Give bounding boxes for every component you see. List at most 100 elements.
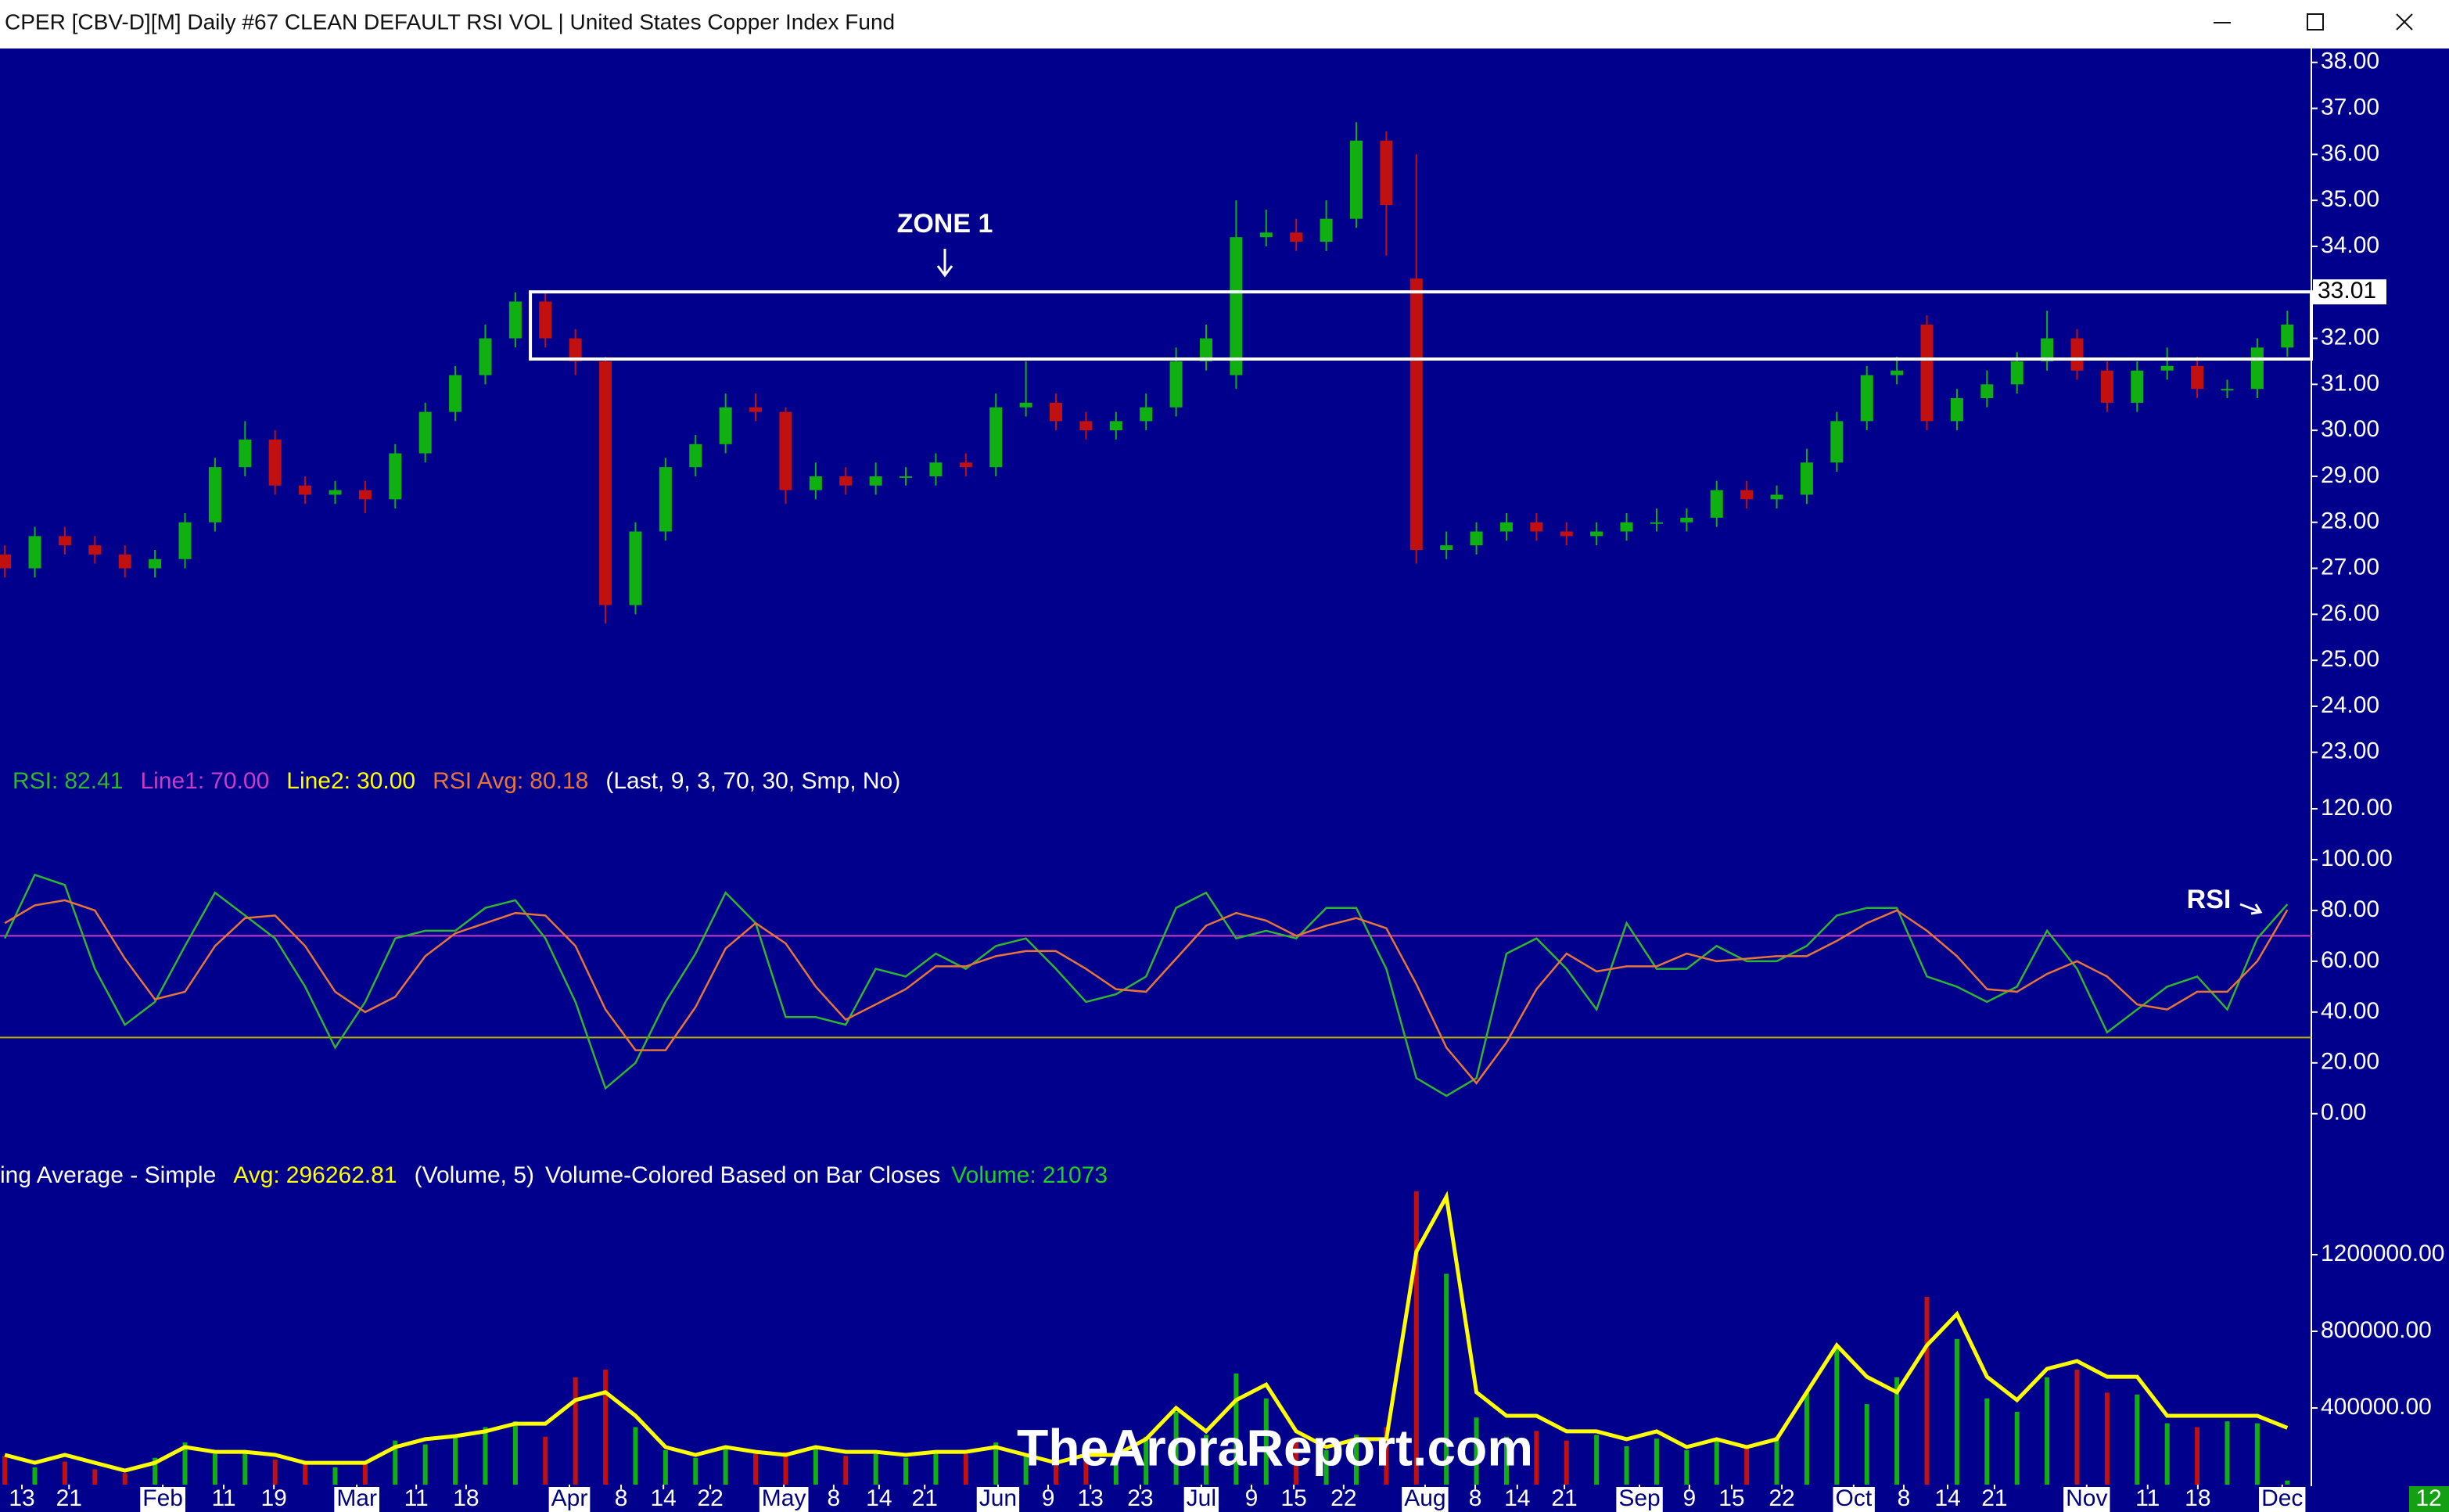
candle-body — [1440, 545, 1453, 551]
zone-level-box — [2313, 279, 2386, 305]
volume-bar — [1323, 1449, 1329, 1485]
x-month-label: Dec — [2261, 1485, 2303, 1511]
x-tick-label: 8 — [1898, 1485, 1911, 1511]
candle-body — [1891, 370, 1904, 375]
maximize-button[interactable] — [2307, 13, 2324, 31]
close-button[interactable] — [2396, 13, 2413, 31]
volume-bar — [903, 1457, 909, 1485]
candle-body — [449, 375, 462, 412]
x-month-label: Mar — [336, 1485, 377, 1511]
candle-body — [1650, 522, 1663, 524]
volume-bar — [993, 1442, 999, 1485]
watermark: TheAroraReport.com — [1017, 1418, 1533, 1476]
y-tick-label: 0.00 — [2321, 1100, 2366, 1126]
x-month-label-box — [2063, 1487, 2110, 1512]
candle-body — [418, 411, 432, 454]
candle-body — [1620, 522, 1633, 532]
candle-body — [2010, 361, 2023, 385]
candle-body — [809, 476, 822, 490]
volume-bar — [1294, 1438, 1299, 1485]
candle-body — [1950, 397, 1963, 422]
rsi-header-part: RSI Avg: — [433, 768, 523, 794]
y-tick-label: 25.00 — [2321, 646, 2379, 672]
zone-box — [529, 290, 2313, 361]
volume-bar — [2014, 1411, 2020, 1485]
volume-bar — [2135, 1394, 2140, 1485]
candle-body — [1290, 232, 1303, 242]
volume-bar — [1624, 1446, 1629, 1485]
zone-arrow — [936, 249, 953, 278]
candle-body — [1560, 531, 1573, 537]
volume-bar — [663, 1449, 668, 1485]
candle-body — [58, 536, 71, 546]
x-month-label: Sep — [1618, 1485, 1660, 1511]
volume-bar — [1864, 1404, 1869, 1485]
candle-body — [1920, 324, 1934, 422]
y-tick-label: 30.00 — [2321, 416, 2379, 442]
volume-bar — [873, 1453, 878, 1485]
volume-bar — [2045, 1377, 2050, 1485]
rsi-arrow — [2239, 903, 2263, 915]
candle-body — [2191, 365, 2204, 390]
x-tick-label: 22 — [1330, 1485, 1356, 1511]
candle-body — [389, 453, 402, 500]
candle-body — [839, 476, 853, 486]
x-tick-label: 22 — [697, 1485, 723, 1511]
candle-body — [2131, 370, 2144, 403]
candle-body — [599, 361, 612, 605]
candle-body — [1770, 494, 1783, 500]
volume-bar — [1954, 1338, 1959, 1485]
candle-body — [2221, 389, 2234, 391]
candle-body — [779, 411, 792, 490]
volume-bar — [963, 1453, 968, 1485]
volume-average-line — [4, 1191, 2289, 1473]
x-tick-label: 8 — [615, 1485, 628, 1511]
volume-bar — [122, 1473, 127, 1485]
x-tick-label: 13 — [1077, 1485, 1103, 1511]
x-tick-label: 23 — [1127, 1485, 1153, 1511]
candle-body — [719, 407, 732, 444]
x-tick-label: 21 — [1551, 1485, 1577, 1511]
y-tick-label: 40.00 — [2321, 998, 2379, 1024]
y-tick-label: 400000.00 — [2321, 1394, 2432, 1420]
x-tick-label: 15 — [1718, 1485, 1744, 1511]
candle-body — [178, 522, 192, 559]
volume-bar — [272, 1460, 278, 1485]
volume-bar — [242, 1449, 248, 1485]
volume-bar — [1744, 1448, 1750, 1485]
volume-bar — [182, 1442, 188, 1485]
x-tick-label: 14 — [1934, 1485, 1960, 1511]
candle-body — [1019, 402, 1032, 408]
volume-bar — [1263, 1398, 1269, 1485]
candle-body — [1140, 407, 1153, 422]
x-month-label-box — [1183, 1487, 1219, 1512]
volume-bar — [1894, 1377, 1900, 1485]
volume-bar — [723, 1446, 728, 1485]
candle-body — [1470, 531, 1483, 546]
volume-bar — [2225, 1421, 2230, 1485]
candle-body — [208, 467, 221, 523]
volume-bar — [1173, 1411, 1179, 1485]
candle-body — [1710, 490, 1723, 518]
volume-bar — [1684, 1449, 1690, 1485]
volume-bar — [1444, 1273, 1449, 1485]
volume-bar — [1023, 1456, 1029, 1485]
candle-body — [929, 462, 943, 476]
rsi-annotation: RSI — [2187, 885, 2232, 914]
rsi-header-part: 80.18 — [530, 768, 588, 794]
candle-body — [358, 490, 372, 500]
x-month-label-box — [548, 1487, 591, 1512]
candle-body — [1590, 531, 1603, 537]
candle-body — [268, 439, 282, 486]
candle-body — [118, 554, 131, 569]
window-title: CPER [CBV-D][M] Daily #67 CLEAN DEFAULT … — [5, 9, 895, 34]
x-tick-label: 21 — [912, 1485, 938, 1511]
volume-bar — [543, 1436, 548, 1485]
volume-bar — [1834, 1346, 1840, 1485]
rsi-header-part: 70.00 — [210, 768, 269, 794]
volume-bar — [453, 1435, 458, 1485]
candle-body — [2160, 365, 2174, 371]
candle-body — [2250, 347, 2264, 390]
title-bar — [0, 0, 2449, 48]
